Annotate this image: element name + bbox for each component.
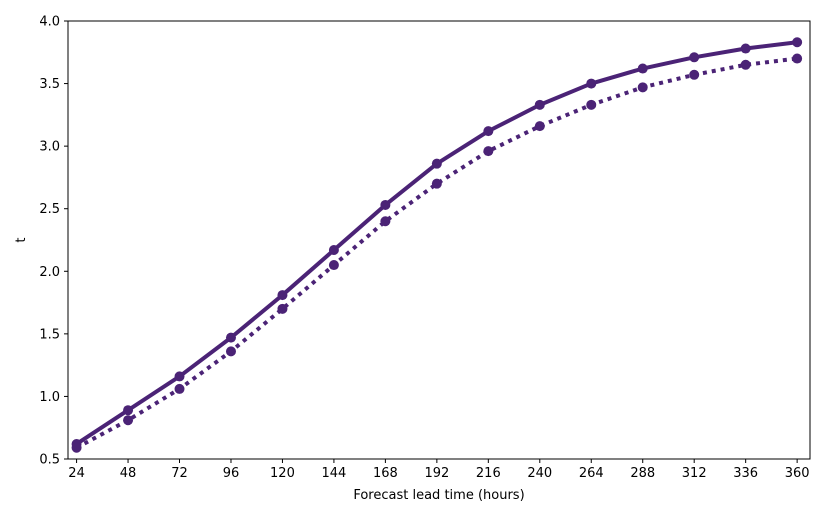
x-tick-label: 48 (120, 466, 137, 481)
series-2-point (71, 442, 82, 453)
y-tick-label: 2.0 (39, 265, 60, 280)
series-2-point (586, 99, 597, 110)
series-2-point (792, 53, 803, 64)
series-2-point (483, 146, 494, 157)
series-layer (71, 37, 803, 453)
series-1-point (123, 405, 134, 416)
series-1-line (74, 40, 800, 446)
series-2-point (328, 260, 339, 271)
series-2-point (637, 82, 648, 93)
x-axis-label: Forecast lead time (hours) (353, 488, 524, 503)
x-tick-label: 144 (322, 466, 347, 481)
series-2-point (740, 59, 751, 70)
series-2-point (380, 216, 391, 227)
series-2 (71, 53, 803, 453)
x-tick-label: 312 (682, 466, 707, 481)
series-1-point (483, 126, 494, 137)
series-1-point (534, 99, 545, 110)
y-axis-label: t (14, 237, 29, 242)
y-tick-label: 1.5 (39, 327, 60, 342)
x-tick-label: 336 (733, 466, 758, 481)
y-tick-label: 3.0 (39, 140, 60, 155)
series-1-point (792, 37, 803, 48)
series-1-point (689, 52, 700, 63)
series-2-point (123, 415, 134, 426)
x-tick-label: 288 (630, 466, 655, 481)
series-1-point (380, 199, 391, 210)
series-1-point (174, 371, 185, 382)
y-tick-label: 0.5 (39, 453, 60, 468)
x-tick-label: 120 (270, 466, 295, 481)
series-1-point (225, 332, 236, 343)
y-axis: 0.5 1.0 1.5 2.0 2.5 3.0 3.5 4.0 (39, 15, 68, 468)
x-tick-label: 168 (373, 466, 398, 481)
series-1-point (740, 43, 751, 54)
series-1 (71, 37, 803, 449)
x-tick-label: 264 (579, 466, 604, 481)
x-tick-label: 216 (476, 466, 501, 481)
x-tick-label: 240 (527, 466, 552, 481)
x-tick-label: 192 (424, 466, 449, 481)
series-1-point (586, 78, 597, 89)
series-2-point (225, 346, 236, 357)
y-tick-label: 2.5 (39, 202, 60, 217)
series-2-point (277, 303, 288, 314)
series-1-point (431, 158, 442, 169)
series-2-point (431, 178, 442, 189)
series-1-point (328, 245, 339, 256)
series-1-point (637, 63, 648, 74)
series-2-point (174, 383, 185, 394)
plot-frame (67, 20, 811, 460)
x-axis: 24 48 72 96 120 144 168 192 216 240 264 288 312 336 36… (68, 459, 810, 481)
series-2-point (689, 69, 700, 80)
y-tick-label: 3.5 (39, 77, 60, 92)
series-2-point (534, 121, 545, 132)
x-tick-label: 96 (223, 466, 240, 481)
x-tick-label: 24 (68, 466, 85, 481)
y-tick-label: 4.0 (39, 15, 60, 30)
series-2-line (75, 56, 798, 450)
x-tick-label: 360 (785, 466, 810, 481)
series-1-point (277, 290, 288, 301)
y-tick-label: 1.0 (39, 390, 60, 405)
x-tick-label: 72 (171, 466, 188, 481)
